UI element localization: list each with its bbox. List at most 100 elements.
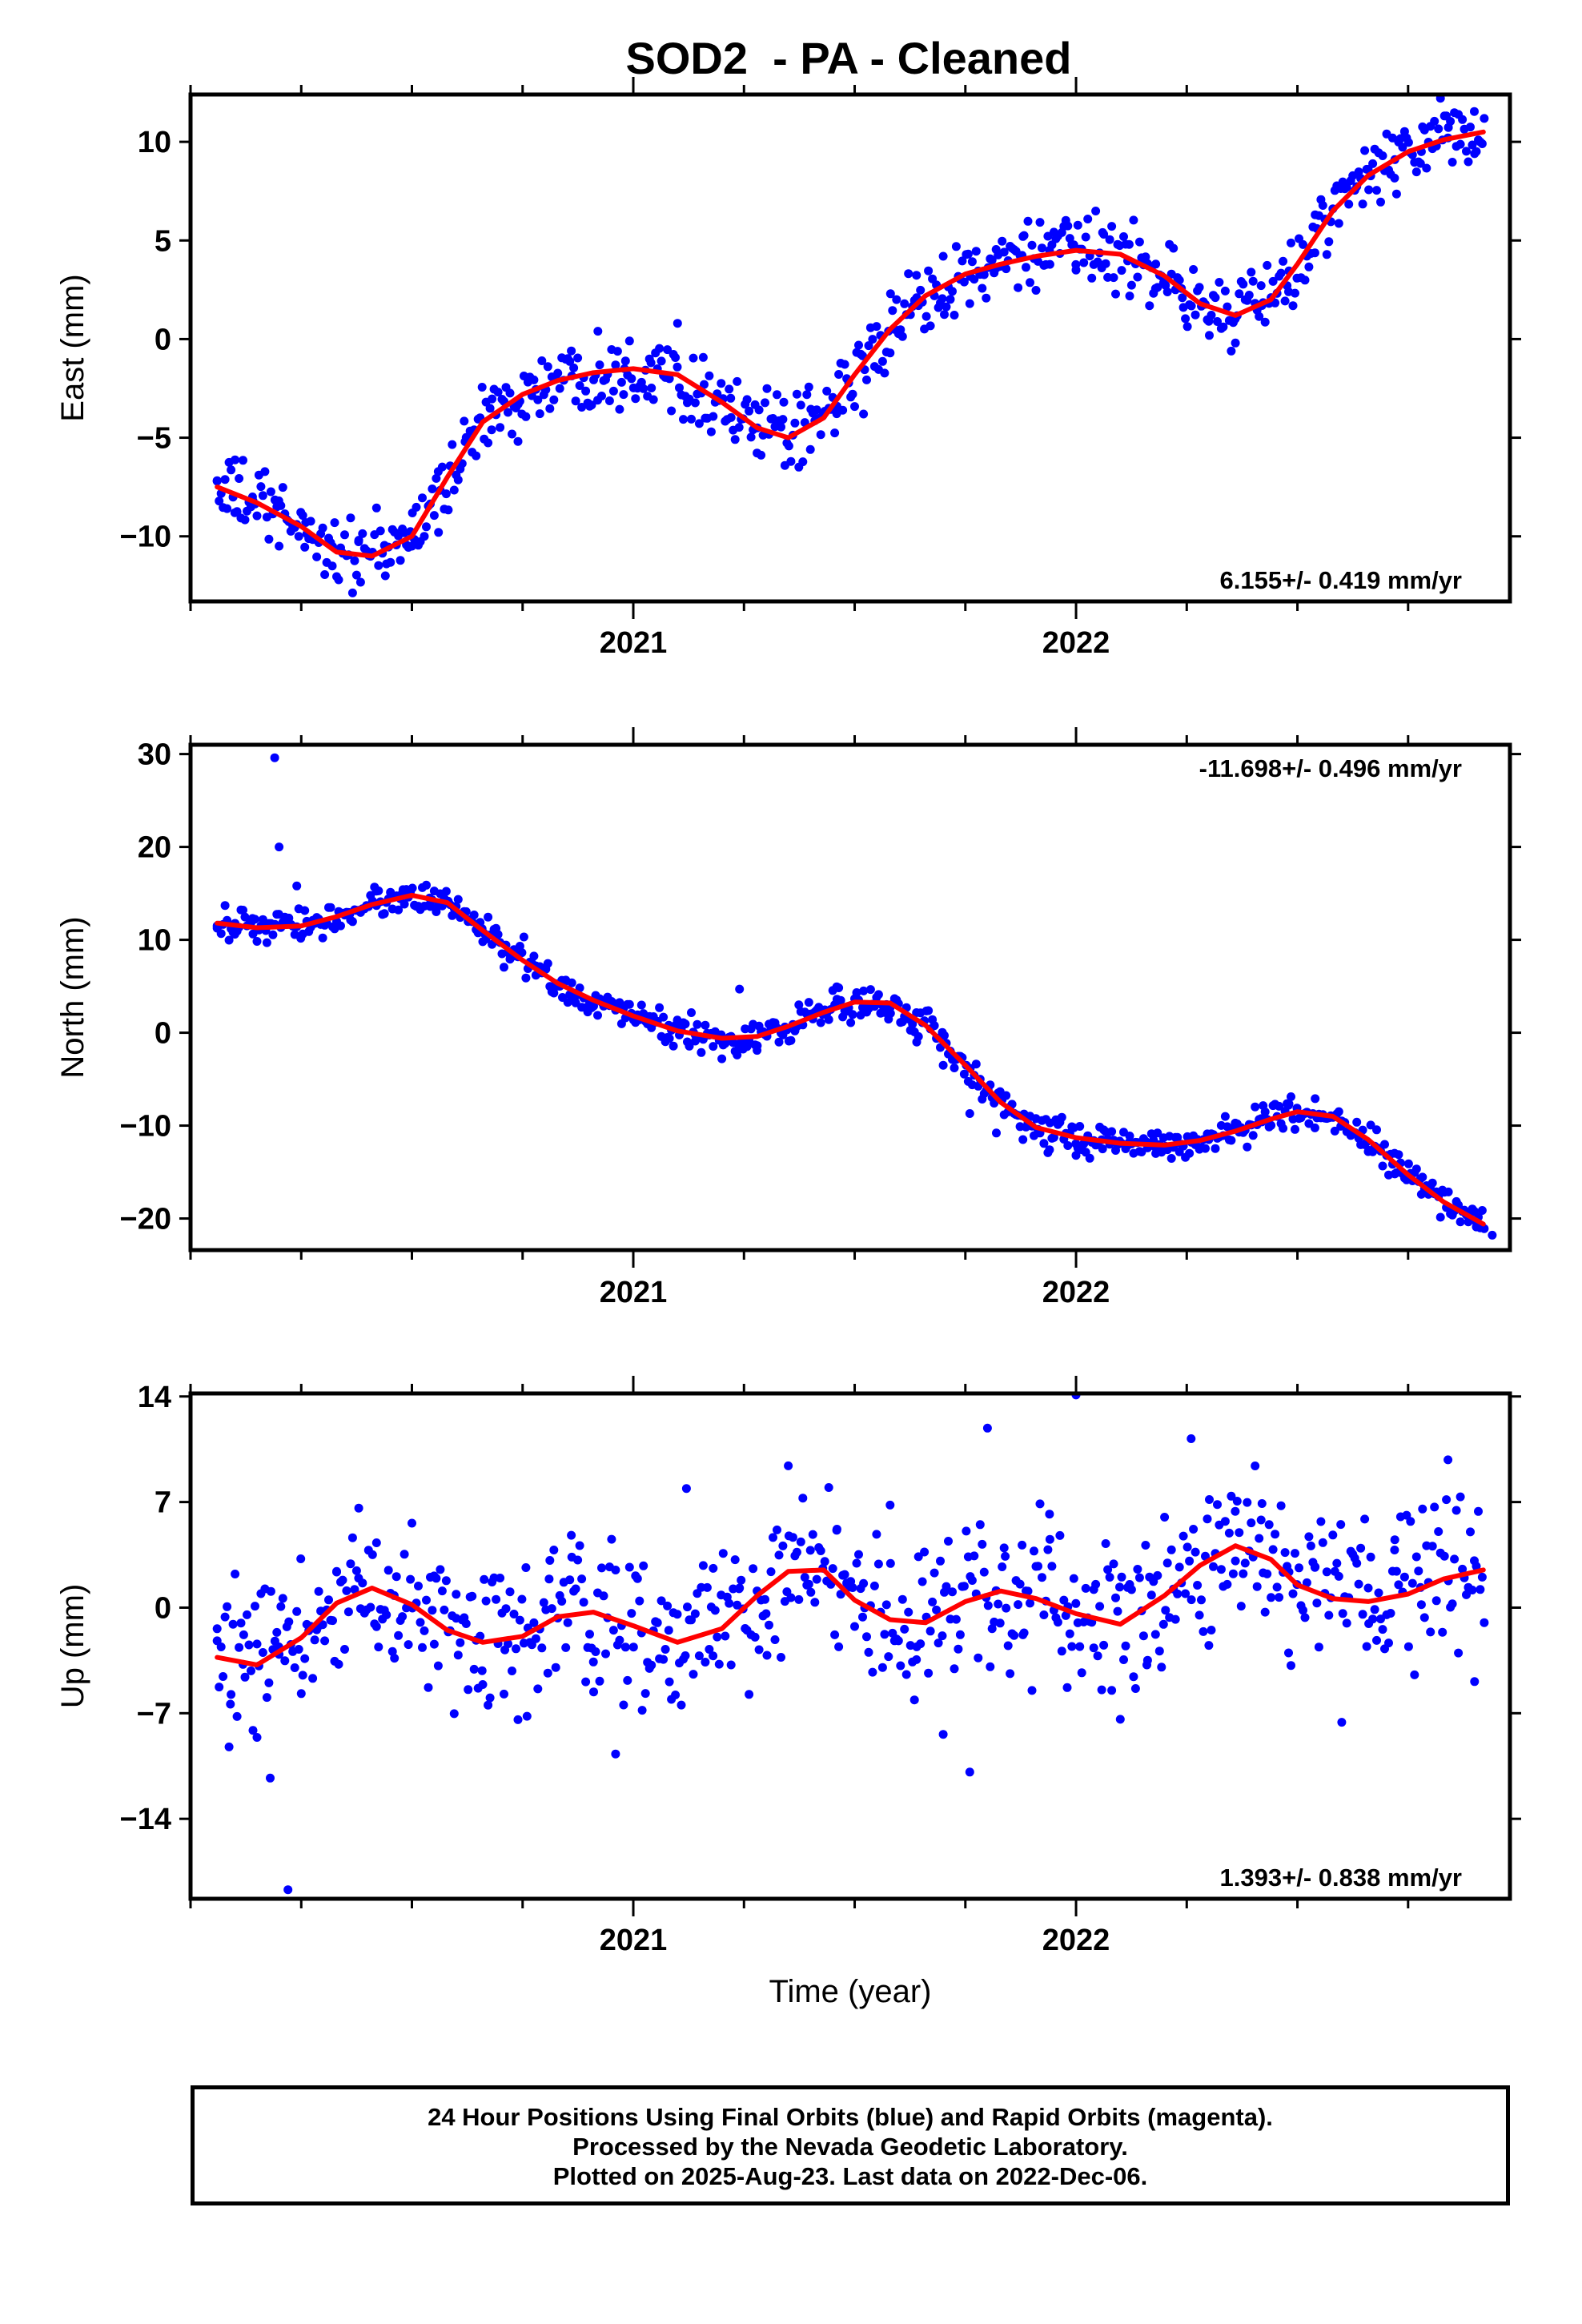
data-point (1162, 1558, 1172, 1568)
data-point (1430, 1502, 1439, 1512)
data-point (1209, 1562, 1218, 1571)
data-point (1059, 1595, 1069, 1605)
data-point (1130, 1684, 1140, 1693)
y-tick-label: −10 (120, 521, 171, 554)
data-point (1089, 1643, 1098, 1653)
data-point (418, 493, 427, 503)
data-point (822, 386, 832, 396)
data-point (1378, 1625, 1387, 1634)
data-point (999, 1543, 1009, 1553)
data-point (832, 995, 841, 1004)
data-point (1125, 292, 1134, 301)
data-point (453, 1651, 463, 1660)
data-point (930, 1021, 939, 1031)
data-point (418, 1642, 427, 1652)
data-point (294, 1645, 303, 1654)
data-point (1362, 1642, 1371, 1651)
data-point (1368, 1614, 1378, 1624)
data-point (374, 886, 383, 895)
data-point (1260, 1107, 1270, 1116)
data-point (1291, 1549, 1299, 1558)
data-point (1034, 1562, 1042, 1571)
data-point (496, 1574, 505, 1582)
data-point (679, 415, 688, 424)
data-point (786, 456, 796, 466)
data-point (508, 1667, 516, 1675)
data-point (663, 345, 673, 355)
data-point (656, 1596, 666, 1606)
data-point (276, 1602, 286, 1611)
data-point (904, 1607, 913, 1617)
data-point (1363, 1583, 1373, 1593)
data-point (705, 371, 714, 380)
data-point (1158, 1619, 1168, 1629)
data-point (488, 939, 497, 949)
y-tick-label: −20 (120, 1203, 171, 1236)
data-point (1151, 259, 1161, 269)
data-point (1472, 1562, 1481, 1571)
data-point (517, 1594, 527, 1604)
data-point (816, 1018, 825, 1027)
data-point (1239, 1569, 1248, 1578)
data-point (896, 325, 905, 335)
data-point (893, 1636, 903, 1646)
data-point (1456, 1217, 1465, 1227)
data-point (437, 1586, 447, 1596)
data-point (228, 1619, 238, 1629)
data-point (1330, 1126, 1339, 1136)
data-point (749, 1564, 758, 1574)
data-point (885, 348, 895, 358)
data-point (721, 1631, 730, 1641)
data-point (1053, 1618, 1062, 1627)
data-point (938, 1730, 948, 1739)
data-point (1252, 1582, 1262, 1591)
data-point (1010, 1630, 1019, 1640)
data-point (1255, 1534, 1264, 1543)
data-point (1342, 1618, 1351, 1628)
data-point (565, 1575, 575, 1585)
data-point (693, 1019, 702, 1029)
data-point (452, 1614, 461, 1623)
data-point (938, 294, 947, 304)
data-point (1235, 289, 1244, 299)
data-point (897, 1594, 907, 1604)
data-point (1364, 185, 1374, 195)
data-point (283, 1885, 293, 1895)
data-point (575, 381, 584, 390)
data-point (1109, 1559, 1118, 1569)
data-point (1105, 235, 1114, 244)
data-point (1205, 331, 1214, 340)
data-point (713, 1632, 722, 1642)
data-point (1220, 286, 1230, 296)
data-point (673, 319, 682, 328)
data-point (1113, 1606, 1122, 1616)
data-point (1185, 1556, 1195, 1566)
data-point (324, 1595, 333, 1605)
data-point (1091, 207, 1101, 215)
data-point (689, 1670, 698, 1679)
data-point (698, 1561, 708, 1570)
data-point (647, 384, 656, 392)
data-point (485, 404, 495, 413)
footer-line-3: Plotted on 2025-Aug-23. Last data on 202… (552, 2162, 1148, 2190)
fit-line-east (215, 129, 1486, 559)
data-point (607, 1534, 616, 1544)
data-point (296, 1689, 306, 1699)
data-point (1111, 1593, 1120, 1602)
data-point (967, 257, 977, 267)
data-point (343, 1607, 353, 1617)
data-point (1026, 1598, 1034, 1608)
data-point (1376, 197, 1385, 207)
data-point (733, 1050, 742, 1059)
data-point (330, 518, 339, 528)
data-point (258, 491, 267, 501)
data-point (567, 1530, 576, 1540)
data-point (1372, 1125, 1381, 1135)
data-point (942, 302, 951, 312)
data-point (1204, 1641, 1214, 1651)
data-point (900, 299, 909, 308)
data-point (994, 1599, 1003, 1609)
data-point (244, 1640, 254, 1650)
data-point (909, 1695, 919, 1705)
data-point (429, 1571, 439, 1581)
